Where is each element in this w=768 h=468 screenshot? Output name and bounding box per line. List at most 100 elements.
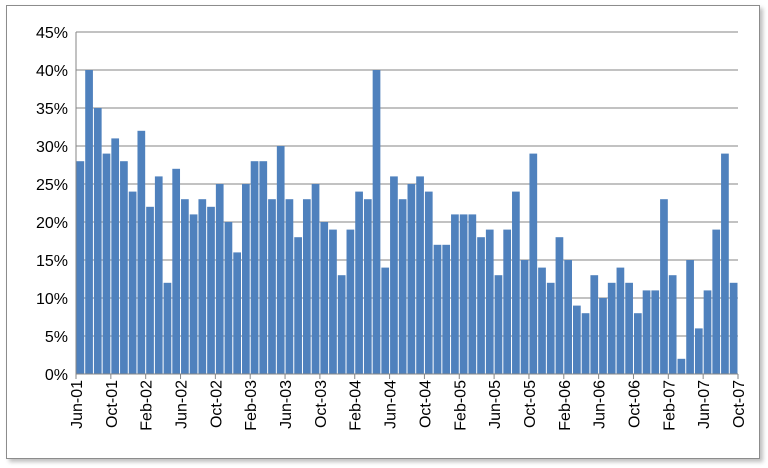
bar [111, 138, 120, 374]
bar [407, 184, 416, 374]
x-tick-label: Oct-02 [208, 380, 225, 428]
bar [686, 260, 694, 374]
bar [503, 229, 512, 374]
bar [599, 298, 607, 374]
bar [320, 222, 329, 374]
bar [172, 168, 181, 374]
y-tick-label: 35% [36, 101, 68, 118]
x-tick-label: Jun-03 [278, 380, 295, 429]
bar [625, 282, 633, 374]
bar [538, 267, 546, 374]
x-tick-label: Oct-04 [417, 380, 434, 428]
x-tick-label: Jun-05 [487, 380, 504, 429]
bar [712, 229, 721, 374]
x-tick-label: Feb-04 [348, 380, 365, 431]
bar [520, 260, 529, 374]
bar [337, 275, 346, 374]
y-tick-label: 40% [36, 63, 68, 80]
x-axis-tick-labels: Jun-01 Oct-01 Feb-02 Jun-02 Oct-02 Feb-03 Jun-… [69, 380, 748, 431]
bar [494, 275, 503, 374]
bar [250, 161, 259, 374]
y-tick-label: 30% [36, 139, 68, 156]
bar [207, 206, 215, 374]
x-tick-label: Feb-02 [139, 380, 156, 431]
bar [721, 153, 729, 374]
bar [390, 176, 398, 374]
bar [93, 108, 102, 374]
y-tick-label: 25% [36, 177, 68, 194]
y-tick-label: 15% [36, 253, 68, 270]
bar [424, 191, 433, 374]
bar [546, 282, 555, 374]
bar [416, 176, 424, 374]
bar [242, 184, 250, 374]
bar [215, 184, 224, 374]
x-tick-label: Oct-06 [626, 380, 643, 428]
bar [259, 161, 268, 374]
y-tick-label: 10% [36, 291, 68, 308]
bars [76, 70, 738, 374]
bar [381, 267, 390, 374]
x-tick-label: Jun-02 [174, 380, 191, 429]
x-tick-label: Jun-04 [383, 380, 400, 429]
bar [573, 305, 581, 374]
y-tick-label: 0% [45, 367, 68, 384]
y-tick-label: 20% [36, 215, 68, 232]
y-axis-tick-labels: 0% 5% 10% 15% 20% 25% 30% 35% 40% 45% [36, 25, 68, 384]
bar [442, 244, 451, 374]
bar [137, 130, 146, 374]
bar [729, 282, 738, 374]
bar [668, 275, 677, 374]
x-tick-label: Oct-01 [104, 380, 121, 428]
bar [311, 184, 320, 374]
bar [633, 313, 642, 374]
bar [616, 267, 625, 374]
x-tick-label: Feb-07 [661, 380, 678, 431]
bar [433, 244, 442, 374]
x-tick-label: Jun-01 [69, 380, 86, 429]
bar [477, 237, 485, 374]
bar [85, 70, 93, 374]
x-tick-label: Jun-07 [696, 380, 713, 429]
bar [581, 313, 590, 374]
bar [529, 153, 538, 374]
bar [651, 290, 660, 374]
bar [642, 290, 651, 374]
bar [102, 153, 111, 374]
bar [276, 146, 285, 374]
bar [468, 214, 477, 374]
bar [128, 191, 137, 374]
x-tick-label: Jun-06 [592, 380, 609, 429]
bar [703, 290, 712, 374]
bar [120, 161, 128, 374]
bar [355, 191, 363, 374]
bar [677, 358, 686, 374]
bar [302, 199, 311, 374]
bar [268, 199, 276, 374]
bar [329, 229, 337, 374]
bar [181, 199, 189, 374]
x-tick-label: Feb-03 [243, 380, 260, 431]
bar [76, 161, 85, 374]
x-tick-label: Oct-03 [313, 380, 330, 428]
bar [189, 214, 198, 374]
bar [660, 199, 668, 374]
bar [459, 214, 468, 374]
bar [154, 176, 163, 374]
axes [75, 32, 739, 379]
bar [564, 260, 572, 374]
bar [363, 199, 372, 374]
bar [372, 70, 381, 374]
bar [607, 282, 616, 374]
bar [398, 199, 407, 374]
y-tick-label: 5% [45, 329, 68, 346]
bar [285, 199, 294, 374]
bar [451, 214, 459, 374]
bar [198, 199, 207, 374]
bar [555, 237, 564, 374]
bar [233, 252, 241, 374]
bar [485, 229, 494, 374]
x-tick-label: Feb-06 [557, 380, 574, 431]
y-tick-label: 45% [36, 25, 68, 42]
